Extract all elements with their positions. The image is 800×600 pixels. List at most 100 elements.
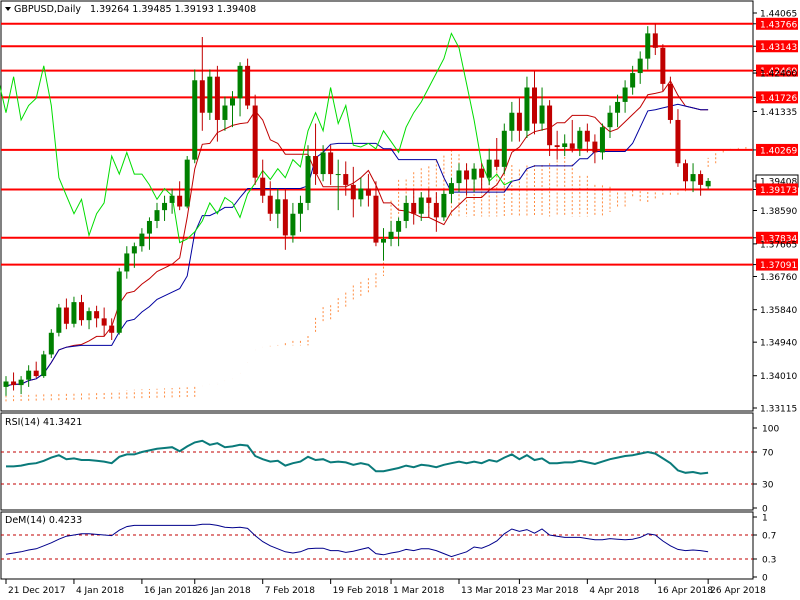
candle-body: [479, 168, 485, 178]
level-price-tag: [756, 40, 798, 53]
candle-body: [381, 238, 386, 243]
level-price-label: 1.41726: [760, 94, 797, 104]
candle-body: [690, 174, 696, 182]
candle-body: [328, 152, 334, 175]
candle-body: [33, 370, 39, 377]
price-tick-label: 1.41335: [760, 108, 797, 118]
candle-body: [562, 143, 568, 148]
symbol-header: GBPUSD,Daily 1.39264 1.39485 1.39193 1.3…: [5, 4, 256, 15]
candle-body: [222, 105, 228, 120]
candle-body: [683, 163, 688, 182]
candle-body: [660, 47, 666, 84]
candle-body: [418, 197, 424, 214]
candle-body: [124, 253, 130, 272]
candle-body: [162, 202, 168, 211]
level-price-label: 1.37834: [760, 234, 797, 244]
ichimoku-lines: [0, 33, 709, 387]
date-tick-label: 13 Mar 2018: [461, 586, 518, 596]
candle-body: [237, 65, 243, 99]
candle-body: [577, 130, 583, 149]
level-price-label: 1.39173: [760, 186, 797, 196]
candle-body: [652, 33, 658, 48]
candle-body: [230, 98, 235, 106]
candle-body: [343, 174, 349, 185]
price-tick-label: 1.44065: [760, 10, 797, 20]
candle-body: [584, 130, 590, 142]
candle-body: [63, 307, 69, 324]
dem-tick-label: 1: [762, 514, 768, 524]
price-tick-label: 1.37665: [760, 240, 797, 250]
level-price-tag: [756, 64, 798, 77]
price-tick-label: 1.38590: [760, 207, 797, 217]
rsi-indicator: 100 70 30 0: [1, 425, 779, 515]
dem-panel-frame: [0, 511, 754, 580]
candle-body: [177, 195, 183, 207]
kijun-line: [5, 103, 709, 387]
candle-body: [426, 197, 432, 203]
candle-body: [539, 105, 545, 124]
level-price-label: 1.43143: [760, 43, 797, 53]
rsi-tick-label: 30: [762, 481, 774, 491]
level-price-tag: [756, 143, 798, 156]
date-tick-label: 19 Feb 2018: [333, 586, 389, 596]
level-price-label: 1.37091: [760, 261, 797, 271]
dropdown-triangle-icon: [5, 7, 11, 11]
candle-body: [313, 156, 319, 175]
candle-body: [494, 159, 500, 167]
candle-body: [146, 220, 152, 234]
ohlc-label: 1.39264 1.39485 1.39193 1.39408: [90, 4, 256, 15]
candle-body: [516, 112, 522, 131]
candle-body: [396, 220, 402, 232]
level-price-tag: [756, 91, 798, 104]
candle-body: [3, 381, 9, 387]
chikou-line: [0, 33, 512, 385]
dem-tick-label: 0.7: [762, 532, 776, 542]
candle-body: [207, 76, 213, 113]
price-tick-label: 1.42400: [760, 70, 797, 80]
candle-body: [275, 199, 281, 214]
price-tick-label: 1.33115: [760, 405, 797, 415]
dem-tick-label: 0.3: [762, 556, 776, 566]
date-tick-label: 23 Mar 2018: [521, 586, 578, 596]
candle-body: [214, 76, 220, 120]
candle-body: [199, 80, 205, 113]
date-tick-label: 26 Jan 2018: [197, 586, 251, 596]
tenkan-line: [5, 79, 709, 387]
candle-body: [486, 159, 492, 178]
demarker-indicator: 1 0.7 0.3 0: [1, 514, 776, 584]
candle-body: [411, 202, 417, 214]
candle-body: [403, 202, 409, 221]
candle-body: [131, 246, 137, 254]
candle-body: [48, 332, 54, 355]
candle-body: [350, 184, 356, 200]
candle-body: [471, 168, 477, 180]
candle-body: [56, 307, 62, 333]
candle-body: [645, 33, 651, 59]
date-tick-label: 16 Jan 2018: [144, 586, 198, 596]
candle-body: [630, 73, 636, 88]
candle-body: [448, 183, 454, 194]
candle-body: [192, 80, 198, 160]
candle-body: [373, 195, 379, 243]
candle-body: [252, 105, 258, 178]
candle-body: [26, 370, 32, 380]
date-tick-label: 26 Apr 2018: [710, 586, 766, 596]
candle-body: [464, 170, 470, 180]
candle-body: [94, 311, 100, 319]
candle-body: [116, 271, 122, 333]
candle-body: [456, 170, 462, 184]
level-price-label: 1.43766: [760, 20, 797, 30]
candle-body: [154, 210, 160, 221]
candle-body: [554, 145, 560, 148]
candle-body: [320, 152, 326, 175]
dem-tick-label: 0: [762, 574, 768, 584]
candle-body: [667, 83, 673, 120]
candle-body: [11, 381, 17, 386]
candle-body: [41, 354, 47, 377]
candle-body: [290, 213, 296, 236]
current-price-label: 1.39408: [760, 177, 797, 187]
candle-body: [18, 379, 24, 386]
rsi-line: [6, 439, 709, 475]
